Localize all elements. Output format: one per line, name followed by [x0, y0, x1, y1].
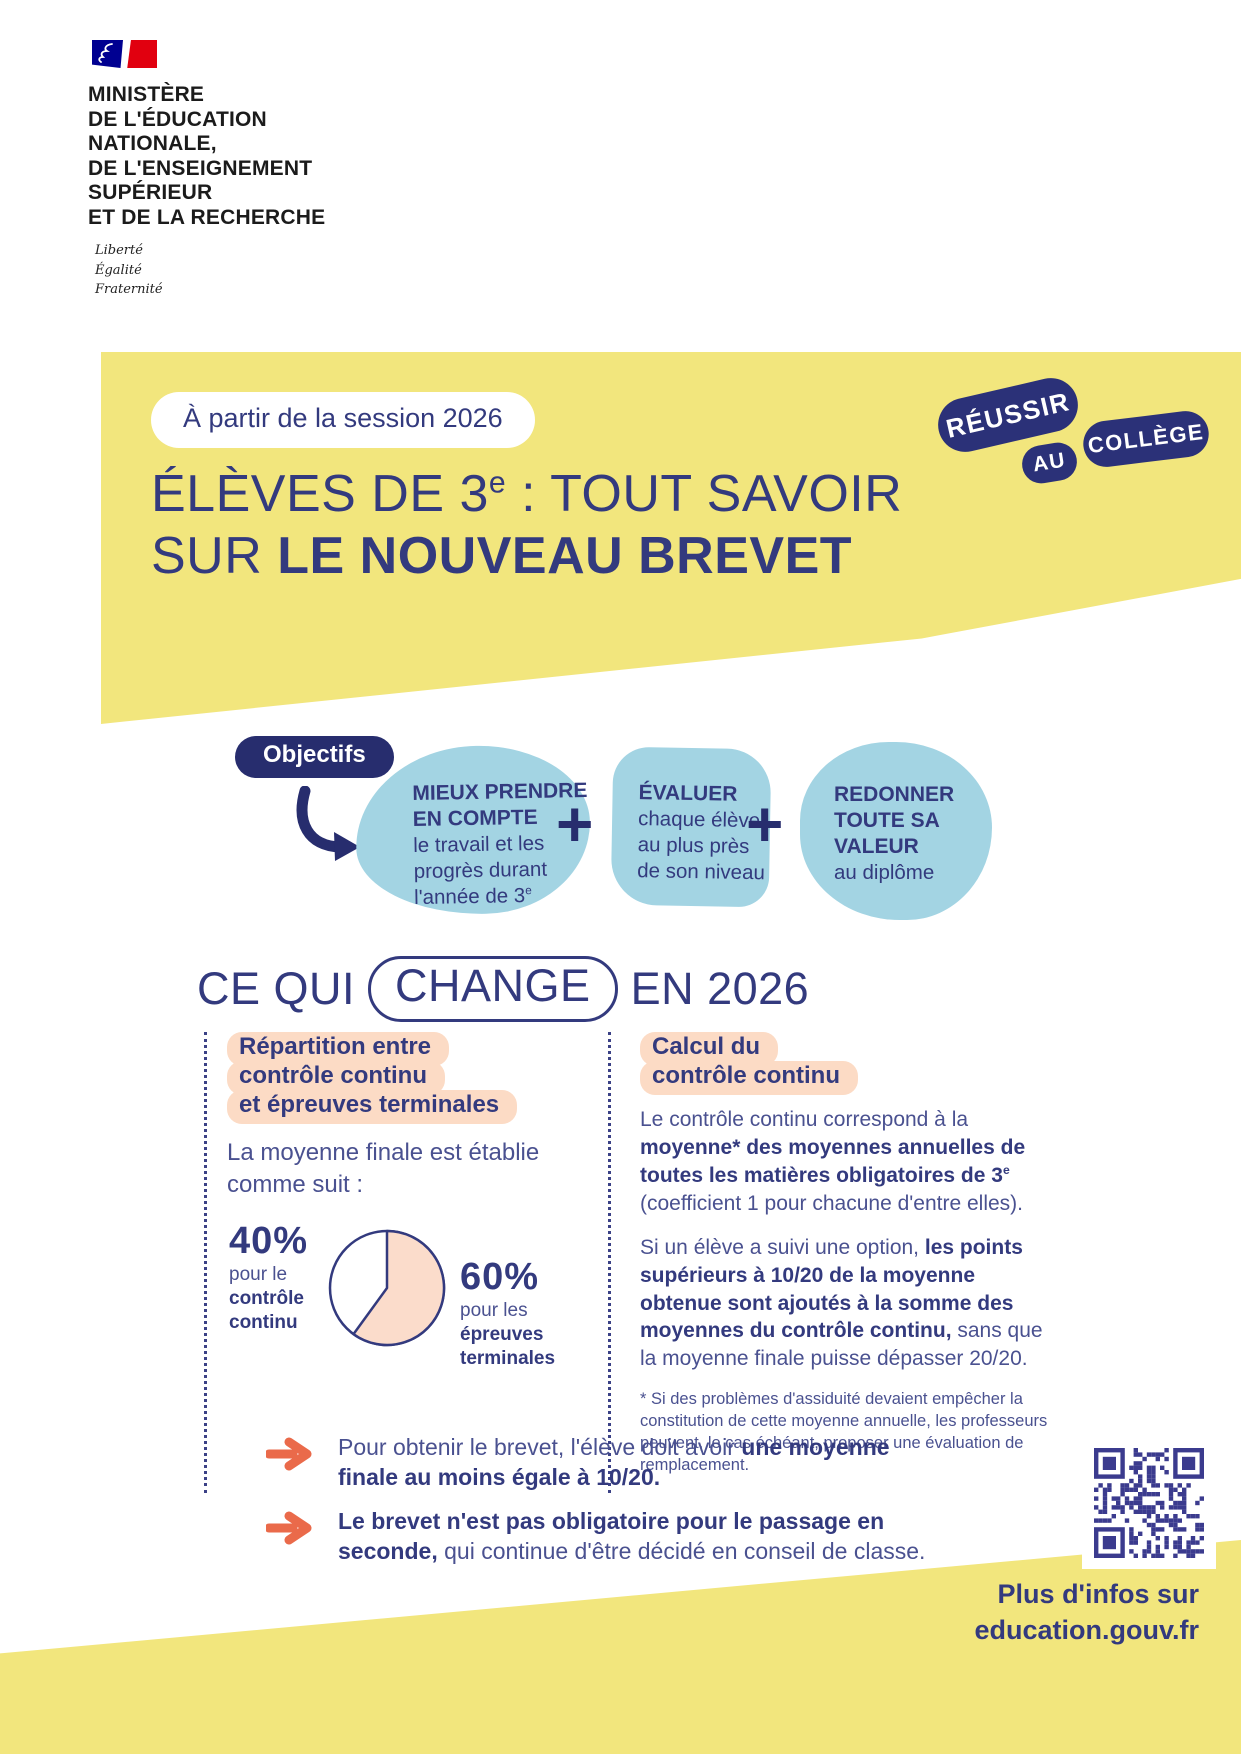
change-outline-pill: CHANGE	[368, 956, 618, 1022]
pie-chart-block: 40% pour le contrôle continu 60% pour le…	[227, 1219, 608, 1386]
poster-title: ÉLÈVES DE 3e : TOUT SAVOIR SUR LE NOUVEA…	[151, 465, 903, 585]
badge-college: COLLÈGE	[1080, 408, 1212, 470]
badge-au: AU	[1019, 439, 1080, 487]
title-banner: À partir de la session 2026 RÉUSSIR AU C…	[101, 352, 1241, 724]
highlight-header-line: contrôle continu	[227, 1061, 445, 1095]
orange-arrow-icon	[264, 1511, 314, 1550]
highlight-header-line: et épreuves terminales	[227, 1090, 518, 1124]
highlight-header-line: Calcul du	[640, 1032, 779, 1066]
qr-code[interactable]	[1082, 1437, 1216, 1569]
footer-line-1: Plus d'infos sur	[997, 1579, 1199, 1609]
footer-more-info: Plus d'infos sur education.gouv.fr	[974, 1577, 1199, 1649]
flag-red-icon	[127, 40, 157, 68]
content-columns: Répartition entre contrôle continu et ép…	[204, 1032, 1060, 1493]
takeaway-text: Le brevet n'est pas obligatoire pour le …	[338, 1507, 926, 1565]
session-pill: À partir de la session 2026	[151, 392, 535, 448]
republic-motto: Liberté Égalité Fraternité	[95, 243, 163, 298]
footer-website-link[interactable]: education.gouv.fr	[974, 1614, 1199, 1645]
objectifs-pill: Objectifs	[235, 736, 394, 778]
plus-icon: +	[746, 788, 784, 860]
orange-arrow-icon	[264, 1437, 314, 1476]
asterisk-footnote: * Si des problèmes d'assiduité devaient …	[640, 1390, 1048, 1474]
flag-blue-marianne-icon	[92, 40, 123, 68]
highlight-header-line: Répartition entre	[227, 1032, 450, 1066]
calc-paragraph-1: Le contrôle continu correspond à la moye…	[640, 1108, 1026, 1215]
section-heading-change: CE QUI CHANGE EN 2026	[197, 956, 809, 1022]
column-calcul: Calcul du contrôle continu Le contrôle c…	[608, 1032, 1060, 1493]
takeaway-item: Pour obtenir le brevet, l'élève doit avo…	[264, 1432, 948, 1493]
ministry-logo-block: MINISTÈRE DE L'ÉDUCATION NATIONALE, DE L…	[88, 40, 325, 300]
takeaway-item: Le brevet n'est pas obligatoire pour le …	[264, 1506, 948, 1567]
highlight-header-line: contrôle continu	[640, 1061, 858, 1095]
takeaways-list: Pour obtenir le brevet, l'élève doit avo…	[264, 1432, 948, 1567]
calc-paragraph-2: Si un élève a suivi une option, les poin…	[640, 1235, 1043, 1371]
ministry-name: MINISTÈRE DE L'ÉDUCATION NATIONALE, DE L…	[88, 83, 326, 229]
pie-intro-text: La moyenne finale est établie comme suit…	[227, 1139, 540, 1198]
curved-arrow-icon	[292, 785, 366, 871]
pie-label-right: 60% pour les épreuves terminales	[460, 1255, 556, 1370]
french-flag-icon	[92, 40, 325, 68]
pie-chart	[328, 1229, 446, 1347]
takeaway-text: Pour obtenir le brevet, l'élève doit avo…	[338, 1434, 890, 1491]
plus-icon: +	[556, 788, 594, 860]
column-repartition: Répartition entre contrôle continu et ép…	[204, 1032, 608, 1493]
pie-label-left: 40% pour le contrôle continu	[229, 1219, 309, 1334]
objective-blob-3: REDONNER TOUTE SA VALEUR au diplôme	[800, 742, 992, 920]
